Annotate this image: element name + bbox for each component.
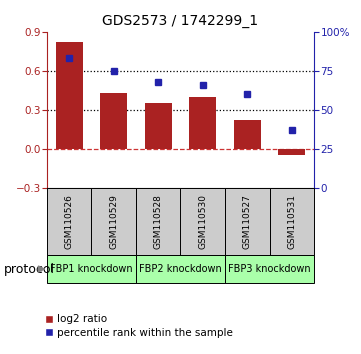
Text: FBP1 knockdown: FBP1 knockdown (50, 264, 133, 274)
Text: GDS2573 / 1742299_1: GDS2573 / 1742299_1 (103, 14, 258, 28)
Text: protocol: protocol (4, 263, 55, 275)
Bar (47, 255, 136, 283)
Bar (136, 255, 225, 283)
Bar (47, 188, 91, 255)
Bar (225, 188, 270, 255)
Text: GSM110529: GSM110529 (109, 194, 118, 249)
Text: FBP3 knockdown: FBP3 knockdown (228, 264, 311, 274)
Bar (136, 188, 180, 255)
Text: GSM110531: GSM110531 (287, 194, 296, 249)
Bar (190, 97, 216, 149)
Bar (91, 188, 136, 255)
Text: GSM110528: GSM110528 (154, 194, 163, 249)
Bar (145, 103, 171, 149)
Text: GSM110530: GSM110530 (198, 194, 207, 249)
Text: FBP2 knockdown: FBP2 knockdown (139, 264, 222, 274)
Bar (100, 93, 127, 149)
Bar (180, 188, 225, 255)
Text: GSM110527: GSM110527 (243, 194, 252, 249)
Text: GSM110526: GSM110526 (65, 194, 74, 249)
Legend: log2 ratio, percentile rank within the sample: log2 ratio, percentile rank within the s… (41, 310, 237, 342)
Bar (278, 149, 305, 155)
Bar (56, 42, 83, 149)
Bar (270, 188, 314, 255)
Bar (225, 255, 314, 283)
Bar (234, 120, 261, 149)
